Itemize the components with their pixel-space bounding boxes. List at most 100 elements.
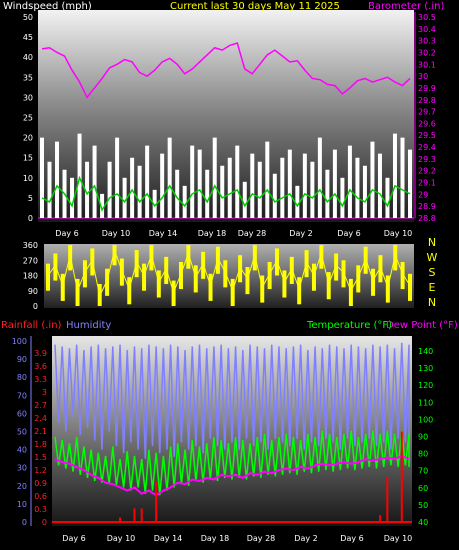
barometer-tick-label: 30.2 xyxy=(418,48,436,57)
x-tick-label: Day 28 xyxy=(247,534,276,543)
x-tick-label: Day 14 xyxy=(149,229,178,238)
humidity-tick-label: 80 xyxy=(17,373,27,382)
barometer-tick-label: 30.3 xyxy=(418,37,436,46)
compass-label: W xyxy=(427,251,438,264)
direction-tick-label: 360 xyxy=(23,241,38,250)
x-tick-label: Day 28 xyxy=(238,229,267,238)
humidity-tick-label: 90 xyxy=(17,355,27,364)
dewpoint-series xyxy=(54,454,410,497)
temperature-tick-label: 120 xyxy=(418,381,433,390)
x-tick-label: Day 2 xyxy=(294,534,317,543)
rainfall-tick-label: 0.6 xyxy=(34,492,47,501)
barometer-axis-label: Barometer (.in) xyxy=(368,1,444,12)
temperature-axis-label: Temperature (°F) xyxy=(306,320,392,331)
temperature-tick-label: 110 xyxy=(418,398,433,407)
rainfall-tick-label: 3 xyxy=(42,388,47,397)
compass-label: E xyxy=(429,281,436,294)
temperature-line xyxy=(54,430,410,496)
x-ticks-panel-3: Day 6 Day 10 Day 14 Day 18 Day 28 Day 2 Day 6 D… xyxy=(62,534,412,543)
barometer-tick-label: 29.1 xyxy=(418,179,436,188)
x-tick-label: Day 10 xyxy=(384,229,413,238)
windspeed-tick-label: 20 xyxy=(23,134,33,143)
humidity-tick-label: 70 xyxy=(17,391,27,400)
panel-rain-humidity-temperature: Rainfall (.in) Humidity Temperature (°F)… xyxy=(1,320,458,543)
temperature-tick-label: 140 xyxy=(418,347,433,356)
rainfall-tick-label: 2.1 xyxy=(34,427,47,436)
barometer-tick-label: 29.2 xyxy=(418,167,436,176)
x-tick-label: Day 18 xyxy=(201,534,230,543)
windspeed-tick-label: 15 xyxy=(23,154,33,163)
temperature-tick-label: 70 xyxy=(418,467,428,476)
rainfall-tick-label: 3.3 xyxy=(34,375,47,384)
barometer-tick-label: 30.4 xyxy=(418,25,436,34)
barometer-tick-label: 29.8 xyxy=(418,96,436,105)
barometer-tick-label: 29.7 xyxy=(418,108,436,117)
barometer-line xyxy=(41,42,411,99)
humidity-tick-label: 20 xyxy=(17,482,27,491)
temperature-tick-label: 100 xyxy=(418,415,433,424)
direction-tick-label: 270 xyxy=(23,256,38,265)
temperature-tick-label: 50 xyxy=(418,501,428,510)
rainfall-tick-label: 3.6 xyxy=(34,362,47,371)
barometer-tick-label: 29.4 xyxy=(418,143,436,152)
rainfall-tick-label: 0.3 xyxy=(34,505,47,514)
humidity-tick-label: 100 xyxy=(12,337,27,346)
temperature-tick-label: 80 xyxy=(418,450,428,459)
rainfall-ticks: 3.9 3.6 3.3 3 2.7 2.4 2.1 1.8 1.5 1.2 0.9 0.6 0.3 0 xyxy=(34,349,47,527)
windspeed-tick-label: 40 xyxy=(23,53,33,62)
x-ticks-panel-1: Day 6 Day 10 Day 14 Day 18 Day 28 Day 2 Day 6 D… xyxy=(55,229,412,238)
barometer-tick-label: 30 xyxy=(418,72,428,81)
direction-tick-label: 0 xyxy=(33,302,38,311)
barometer-tick-label: 28.9 xyxy=(418,202,436,211)
x-tick-label: Day 10 xyxy=(102,229,131,238)
panel-wind-barometer: Windspeed (mph) Current last 30 days May… xyxy=(3,1,444,238)
barometer-tick-label: 29.9 xyxy=(418,84,436,93)
temperature-tick-label: 40 xyxy=(418,518,428,527)
rainfall-tick-label: 0.9 xyxy=(34,479,47,488)
humidity-tick-label: 60 xyxy=(17,409,27,418)
dewpoint-axis-label: Dew Point (°F) xyxy=(386,320,458,331)
x-tick-label: Day 6 xyxy=(337,229,360,238)
x-tick-label: Day 18 xyxy=(198,229,227,238)
wind-series xyxy=(40,133,412,218)
rainfall-tick-label: 2.4 xyxy=(34,414,47,423)
barometer-tick-label: 30.1 xyxy=(418,60,436,69)
humidity-tick-label: 50 xyxy=(17,428,27,437)
windspeed-tick-label: 10 xyxy=(23,174,33,183)
direction-tick-label: 90 xyxy=(28,287,38,296)
rainfall-tick-label: 3.9 xyxy=(34,349,47,358)
direction-series xyxy=(46,245,412,306)
chart-title: Current last 30 days May 11 2025 xyxy=(170,1,340,12)
x-tick-label: Day 6 xyxy=(55,229,78,238)
wind-average-line xyxy=(41,175,411,212)
x-tick-label: Day 6 xyxy=(62,534,85,543)
barometer-tick-label: 30.5 xyxy=(418,13,436,22)
humidity-tick-label: 0 xyxy=(22,518,27,527)
rainfall-tick-label: 1.2 xyxy=(34,466,47,475)
humidity-axis-label: Humidity xyxy=(66,320,111,331)
temperature-tick-label: 60 xyxy=(418,484,428,493)
windspeed-axis-label: Windspeed (mph) xyxy=(3,1,92,12)
barometer-tick-label: 29.6 xyxy=(418,119,436,128)
barometer-tick-label: 29 xyxy=(418,190,428,199)
humidity-line xyxy=(54,342,410,459)
rainfall-tick-label: 1.8 xyxy=(34,440,47,449)
barometer-series xyxy=(41,42,411,99)
barometer-tick-label: 29.3 xyxy=(418,155,436,164)
x-tick-label: Day 14 xyxy=(154,534,183,543)
rainfall-tick-label: 1.5 xyxy=(34,453,47,462)
x-tick-label: Day 10 xyxy=(107,534,136,543)
windspeed-tick-label: 45 xyxy=(23,33,33,42)
humidity-tick-label: 10 xyxy=(17,500,27,509)
rainfall-tick-label: 0 xyxy=(42,518,47,527)
humidity-tick-label: 30 xyxy=(17,464,27,473)
windspeed-tick-label: 0 xyxy=(28,214,33,223)
temperature-tick-label: 130 xyxy=(418,364,433,373)
compass-label: N xyxy=(428,236,436,249)
windspeed-tick-label: 30 xyxy=(23,93,33,102)
rainfall-tick-label: 2.7 xyxy=(34,401,47,410)
temperature-tick-label: 90 xyxy=(418,433,428,442)
